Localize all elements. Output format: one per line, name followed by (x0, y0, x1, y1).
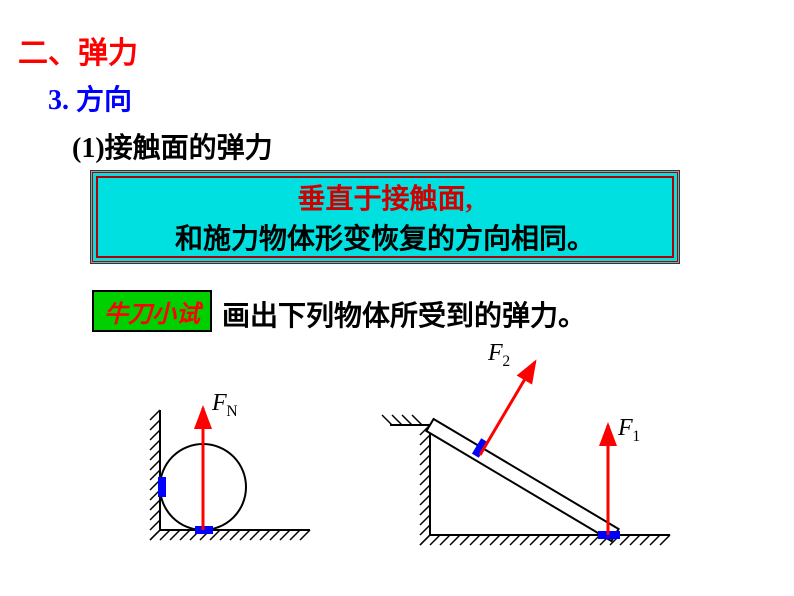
principle-line1: 垂直于接触面, (93, 177, 677, 217)
principle-line2-text: 和施力物体形变恢复的方向相同。 (175, 224, 595, 255)
diagram1-svg: FN (120, 380, 320, 550)
try-badge: 牛刀小试 (92, 290, 212, 332)
principle-line1-text: 垂直于接触面, (297, 184, 472, 215)
svg-text:N: N (226, 403, 237, 420)
title1-text: 二、弹力 (18, 37, 138, 70)
section-title-main: 二、弹力 (18, 28, 138, 72)
instruction-text: 画出下列物体所受到的弹力。 (222, 294, 586, 334)
subtitle-contact-surface: (1)接触面的弹力 (72, 126, 273, 166)
svg-text:F: F (617, 415, 633, 441)
title3-text: (1)接触面的弹力 (72, 133, 273, 164)
title2-text: 3. 方向 (48, 85, 132, 116)
svg-text:2: 2 (502, 353, 510, 370)
principle-box: 垂直于接触面, 和施力物体形变恢复的方向相同。 (90, 170, 680, 264)
diagram-1-ball-wall: FN (120, 380, 320, 550)
badge-text: 牛刀小试 (104, 294, 200, 329)
diagram-2-rod-step: F1F2 (380, 340, 730, 560)
diagram2-svg: F1F2 (380, 340, 730, 560)
svg-text:F: F (211, 390, 227, 416)
principle-line2: 和施力物体形变恢复的方向相同。 (93, 217, 677, 257)
svg-text:F: F (487, 340, 503, 366)
instruction-content: 画出下列物体所受到的弹力。 (222, 301, 586, 332)
subtitle-direction: 3. 方向 (48, 78, 132, 118)
svg-text:1: 1 (632, 428, 640, 445)
